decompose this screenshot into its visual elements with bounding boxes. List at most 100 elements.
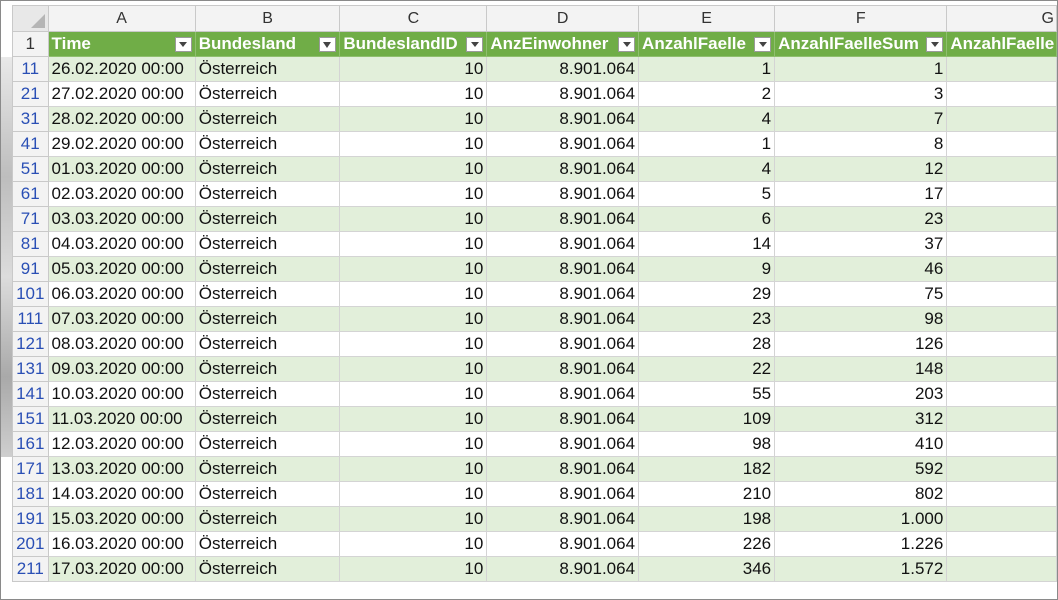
header-bundesland[interactable]: Bundesland: [194, 31, 341, 57]
filter-dropdown-button[interactable]: [926, 37, 944, 52]
cell-time[interactable]: 15.03.2020 00:00: [47, 506, 196, 532]
cell-anzeinwohner[interactable]: 8.901.064: [486, 356, 640, 382]
cell-bundeslandid[interactable]: 10: [339, 431, 488, 457]
header-anzahlfaelle-truncated[interactable]: AnzahlFaelle: [946, 31, 1057, 57]
cell-time[interactable]: 02.03.2020 00:00: [47, 181, 196, 207]
cell-anzahlfaelle[interactable]: 55: [638, 381, 776, 407]
cell-bundesland[interactable]: Österreich: [194, 156, 341, 182]
cell-bundeslandid[interactable]: 10: [339, 131, 488, 157]
cell-bundeslandid[interactable]: 10: [339, 381, 488, 407]
cell-empty[interactable]: [946, 531, 1057, 557]
cell-time[interactable]: 04.03.2020 00:00: [47, 231, 196, 257]
cell-anzeinwohner[interactable]: 8.901.064: [486, 231, 640, 257]
cell-anzahlfaellesum[interactable]: 17: [774, 181, 948, 207]
cell-anzahlfaellesum[interactable]: 7: [774, 106, 948, 132]
row-number[interactable]: 171: [12, 456, 49, 482]
header-bundeslandid[interactable]: BundeslandID: [339, 31, 488, 57]
row-number[interactable]: 201: [12, 531, 49, 557]
row-number[interactable]: 101: [12, 281, 49, 307]
cell-anzahlfaellesum[interactable]: 802: [774, 481, 948, 507]
cell-anzeinwohner[interactable]: 8.901.064: [486, 406, 640, 432]
cell-bundesland[interactable]: Österreich: [194, 131, 341, 157]
cell-time[interactable]: 07.03.2020 00:00: [47, 306, 196, 332]
cell-empty[interactable]: [946, 56, 1057, 82]
cell-bundeslandid[interactable]: 10: [339, 506, 488, 532]
cell-bundeslandid[interactable]: 10: [339, 231, 488, 257]
cell-anzahlfaellesum[interactable]: 8: [774, 131, 948, 157]
cell-empty[interactable]: [946, 481, 1057, 507]
row-number[interactable]: 141: [12, 381, 49, 407]
cell-bundeslandid[interactable]: 10: [339, 206, 488, 232]
cell-time[interactable]: 27.02.2020 00:00: [47, 81, 196, 107]
cell-anzahlfaellesum[interactable]: 3: [774, 81, 948, 107]
cell-anzeinwohner[interactable]: 8.901.064: [486, 106, 640, 132]
cell-bundeslandid[interactable]: 10: [339, 481, 488, 507]
cell-empty[interactable]: [946, 81, 1057, 107]
cell-bundesland[interactable]: Österreich: [194, 556, 341, 582]
cell-anzahlfaelle[interactable]: 109: [638, 406, 776, 432]
cell-empty[interactable]: [946, 381, 1057, 407]
cell-time[interactable]: 09.03.2020 00:00: [47, 356, 196, 382]
cell-anzahlfaelle[interactable]: 23: [638, 306, 776, 332]
header-anzeinwohner[interactable]: AnzEinwohner: [486, 31, 640, 57]
filter-dropdown-button[interactable]: [174, 37, 192, 52]
cell-anzahlfaellesum[interactable]: 148: [774, 356, 948, 382]
cell-bundesland[interactable]: Österreich: [194, 331, 341, 357]
row-number[interactable]: 161: [12, 431, 49, 457]
cell-anzahlfaelle[interactable]: 2: [638, 81, 776, 107]
cell-bundesland[interactable]: Österreich: [194, 81, 341, 107]
cell-bundeslandid[interactable]: 10: [339, 556, 488, 582]
filter-dropdown-button[interactable]: [466, 37, 484, 52]
cell-anzahlfaelle[interactable]: 4: [638, 156, 776, 182]
cell-bundesland[interactable]: Österreich: [194, 381, 341, 407]
cell-bundeslandid[interactable]: 10: [339, 281, 488, 307]
cell-bundesland[interactable]: Österreich: [194, 56, 341, 82]
cell-time[interactable]: 05.03.2020 00:00: [47, 256, 196, 282]
cell-anzahlfaelle[interactable]: 5: [638, 181, 776, 207]
cell-anzeinwohner[interactable]: 8.901.064: [486, 506, 640, 532]
row-number[interactable]: 111: [12, 306, 49, 332]
cell-bundeslandid[interactable]: 10: [339, 331, 488, 357]
cell-anzahlfaelle[interactable]: 210: [638, 481, 776, 507]
row-number[interactable]: 191: [12, 506, 49, 532]
cell-bundesland[interactable]: Österreich: [194, 506, 341, 532]
cell-time[interactable]: 06.03.2020 00:00: [47, 281, 196, 307]
row-number[interactable]: 91: [12, 256, 49, 282]
cell-time[interactable]: 29.02.2020 00:00: [47, 131, 196, 157]
cell-bundeslandid[interactable]: 10: [339, 106, 488, 132]
cell-anzeinwohner[interactable]: 8.901.064: [486, 181, 640, 207]
cell-bundesland[interactable]: Österreich: [194, 406, 341, 432]
cell-empty[interactable]: [946, 131, 1057, 157]
cell-anzeinwohner[interactable]: 8.901.064: [486, 531, 640, 557]
cell-time[interactable]: 28.02.2020 00:00: [47, 106, 196, 132]
cell-anzeinwohner[interactable]: 8.901.064: [486, 456, 640, 482]
cell-anzahlfaellesum[interactable]: 1.572: [774, 556, 948, 582]
cell-bundeslandid[interactable]: 10: [339, 356, 488, 382]
cell-anzeinwohner[interactable]: 8.901.064: [486, 381, 640, 407]
cell-anzahlfaellesum[interactable]: 203: [774, 381, 948, 407]
cell-anzeinwohner[interactable]: 8.901.064: [486, 281, 640, 307]
cell-time[interactable]: 11.03.2020 00:00: [47, 406, 196, 432]
cell-anzahlfaelle[interactable]: 4: [638, 106, 776, 132]
cell-empty[interactable]: [946, 281, 1057, 307]
cell-empty[interactable]: [946, 306, 1057, 332]
cell-anzeinwohner[interactable]: 8.901.064: [486, 56, 640, 82]
cell-bundeslandid[interactable]: 10: [339, 256, 488, 282]
cell-anzahlfaellesum[interactable]: 75: [774, 281, 948, 307]
cell-empty[interactable]: [946, 331, 1057, 357]
header-anzahlfaelle[interactable]: AnzahlFaelle: [638, 31, 776, 57]
row-number[interactable]: 11: [12, 56, 49, 82]
cell-anzeinwohner[interactable]: 8.901.064: [486, 156, 640, 182]
column-header-d[interactable]: D: [486, 5, 640, 32]
header-anzahlfaellesum[interactable]: AnzahlFaelleSum: [774, 31, 948, 57]
cell-time[interactable]: 26.02.2020 00:00: [47, 56, 196, 82]
cell-anzahlfaelle[interactable]: 1: [638, 56, 776, 82]
cell-empty[interactable]: [946, 231, 1057, 257]
cell-empty[interactable]: [946, 206, 1057, 232]
cell-anzahlfaelle[interactable]: 346: [638, 556, 776, 582]
cell-anzahlfaellesum[interactable]: 410: [774, 431, 948, 457]
cell-empty[interactable]: [946, 256, 1057, 282]
cell-time[interactable]: 10.03.2020 00:00: [47, 381, 196, 407]
row-number[interactable]: 181: [12, 481, 49, 507]
cell-anzahlfaelle[interactable]: 28: [638, 331, 776, 357]
